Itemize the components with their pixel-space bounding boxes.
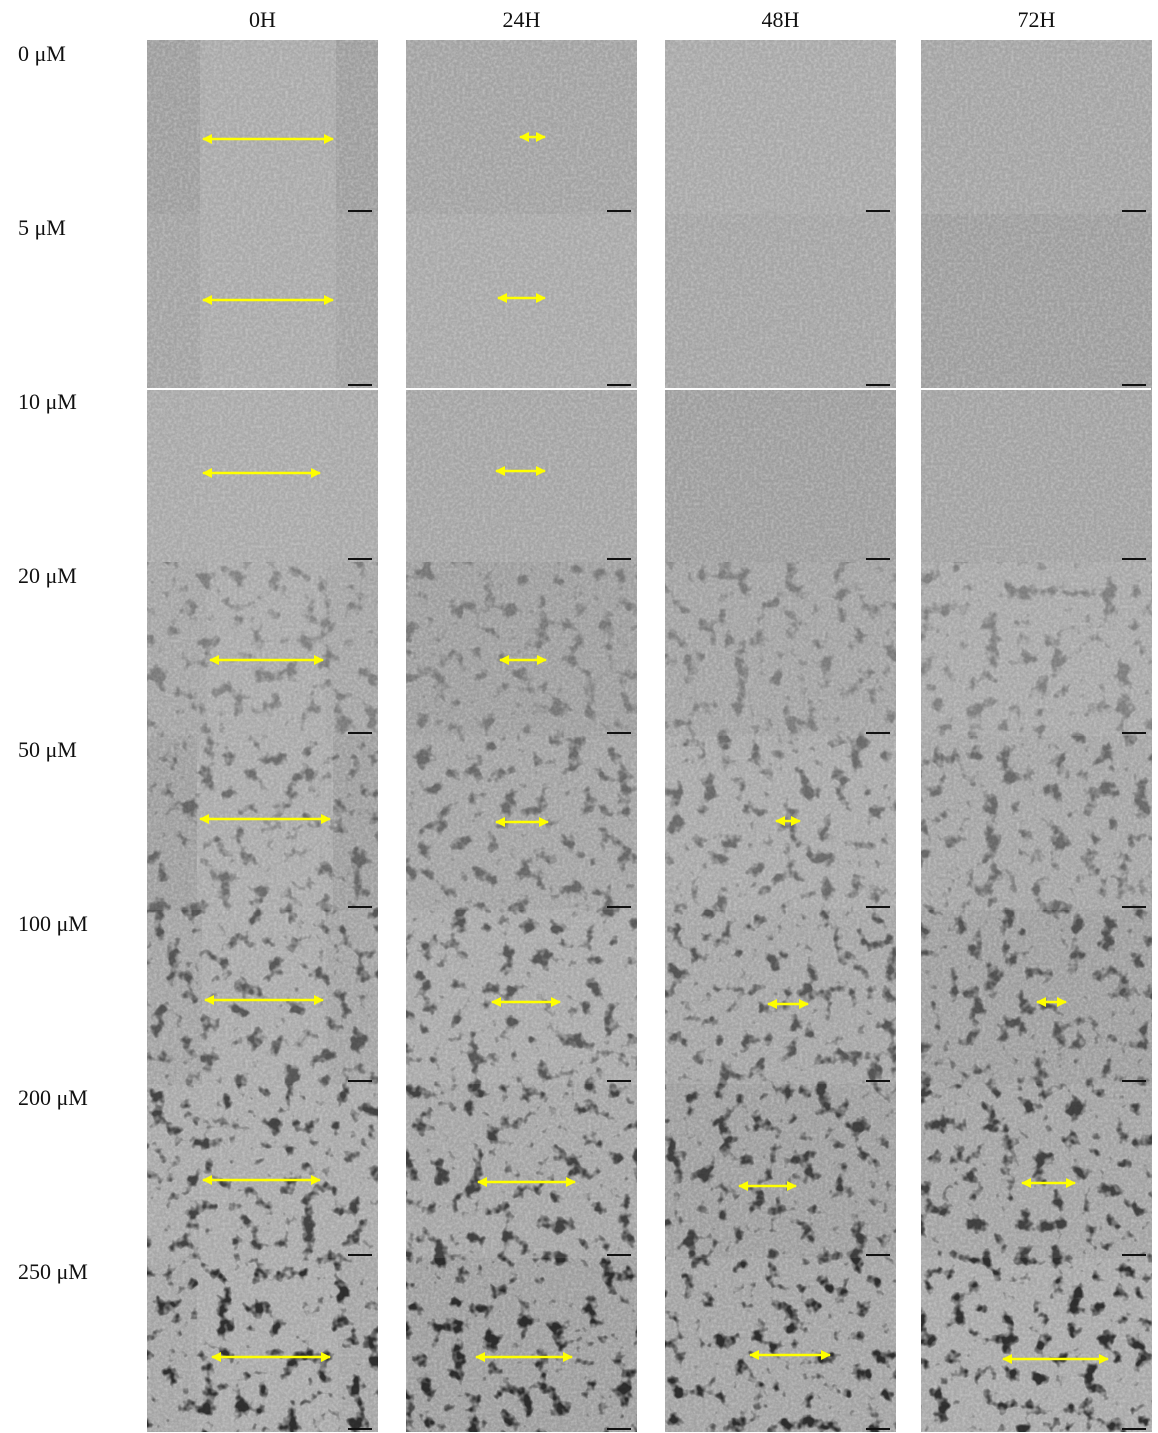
row-label: 100 μM [18,911,88,936]
dead-cells [406,1084,637,1258]
dead-cells [147,1084,378,1258]
dead-cells [665,1258,896,1432]
cell-texture [921,40,1152,214]
dead-cells [921,736,1152,910]
dead-cells [665,910,896,1084]
cell-texture [921,388,1152,562]
cell-texture [147,388,378,562]
cell-texture [921,214,1152,388]
figure: 0H 24H 48H 72H 0 μM 5 μM 10 μM 20 μM 50 μM 100 μM… [0,0,1158,1433]
dead-cells [406,910,637,1084]
row-label: 20 μM [18,563,77,588]
dead-cells [406,562,637,736]
dead-cells [921,910,1152,1084]
dead-cells [921,1084,1152,1258]
dead-cells [147,562,378,736]
row-label: 50 μM [18,737,77,762]
dead-cells [147,1258,378,1432]
column-header: 24H [503,7,541,32]
column-header: 0H [249,7,276,32]
column-header: 48H [762,7,800,32]
cell-texture [665,388,896,562]
cell-texture [406,388,637,562]
dead-cells [665,1084,896,1258]
dead-cells [147,910,378,1084]
cell-texture [406,40,637,214]
row-label: 5 μM [18,215,66,240]
cell-texture [147,40,378,214]
cell-texture [406,214,637,388]
row-label: 0 μM [18,41,66,66]
image-grid [147,40,1152,1432]
dead-cells [147,736,378,910]
column-header: 72H [1018,7,1056,32]
row-label: 200 μM [18,1085,88,1110]
row-label: 10 μM [18,389,77,414]
dead-cells [921,562,1152,736]
dead-cells [665,562,896,736]
cell-texture [665,214,896,388]
dead-cells [406,1258,637,1432]
cell-texture [665,40,896,214]
dead-cells [665,736,896,910]
dead-cells [921,1258,1152,1432]
row-label: 250 μM [18,1259,88,1284]
